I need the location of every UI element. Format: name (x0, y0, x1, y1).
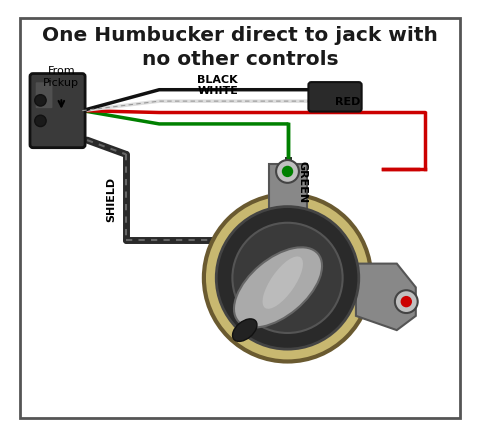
Text: From
Pickup: From Pickup (43, 66, 79, 88)
Text: no other controls: no other controls (142, 50, 338, 69)
Text: RED: RED (335, 97, 360, 107)
Text: GREEN: GREEN (297, 161, 307, 203)
Polygon shape (356, 264, 416, 330)
Text: WHITE: WHITE (197, 86, 238, 96)
Circle shape (204, 194, 371, 361)
Circle shape (282, 166, 293, 177)
Circle shape (276, 160, 299, 183)
Circle shape (401, 296, 412, 307)
Circle shape (216, 207, 359, 349)
FancyBboxPatch shape (309, 82, 361, 112)
Circle shape (35, 115, 46, 126)
Circle shape (232, 223, 343, 333)
FancyBboxPatch shape (30, 74, 85, 148)
FancyBboxPatch shape (20, 18, 460, 418)
FancyBboxPatch shape (36, 82, 52, 108)
Polygon shape (268, 164, 307, 209)
Circle shape (35, 95, 46, 106)
Text: BLACK: BLACK (197, 75, 238, 85)
Ellipse shape (263, 256, 303, 309)
Ellipse shape (232, 319, 257, 341)
Text: SHIELD: SHIELD (107, 177, 117, 222)
Circle shape (395, 290, 418, 313)
Text: One Humbucker direct to jack with: One Humbucker direct to jack with (42, 26, 438, 45)
Ellipse shape (234, 247, 322, 327)
